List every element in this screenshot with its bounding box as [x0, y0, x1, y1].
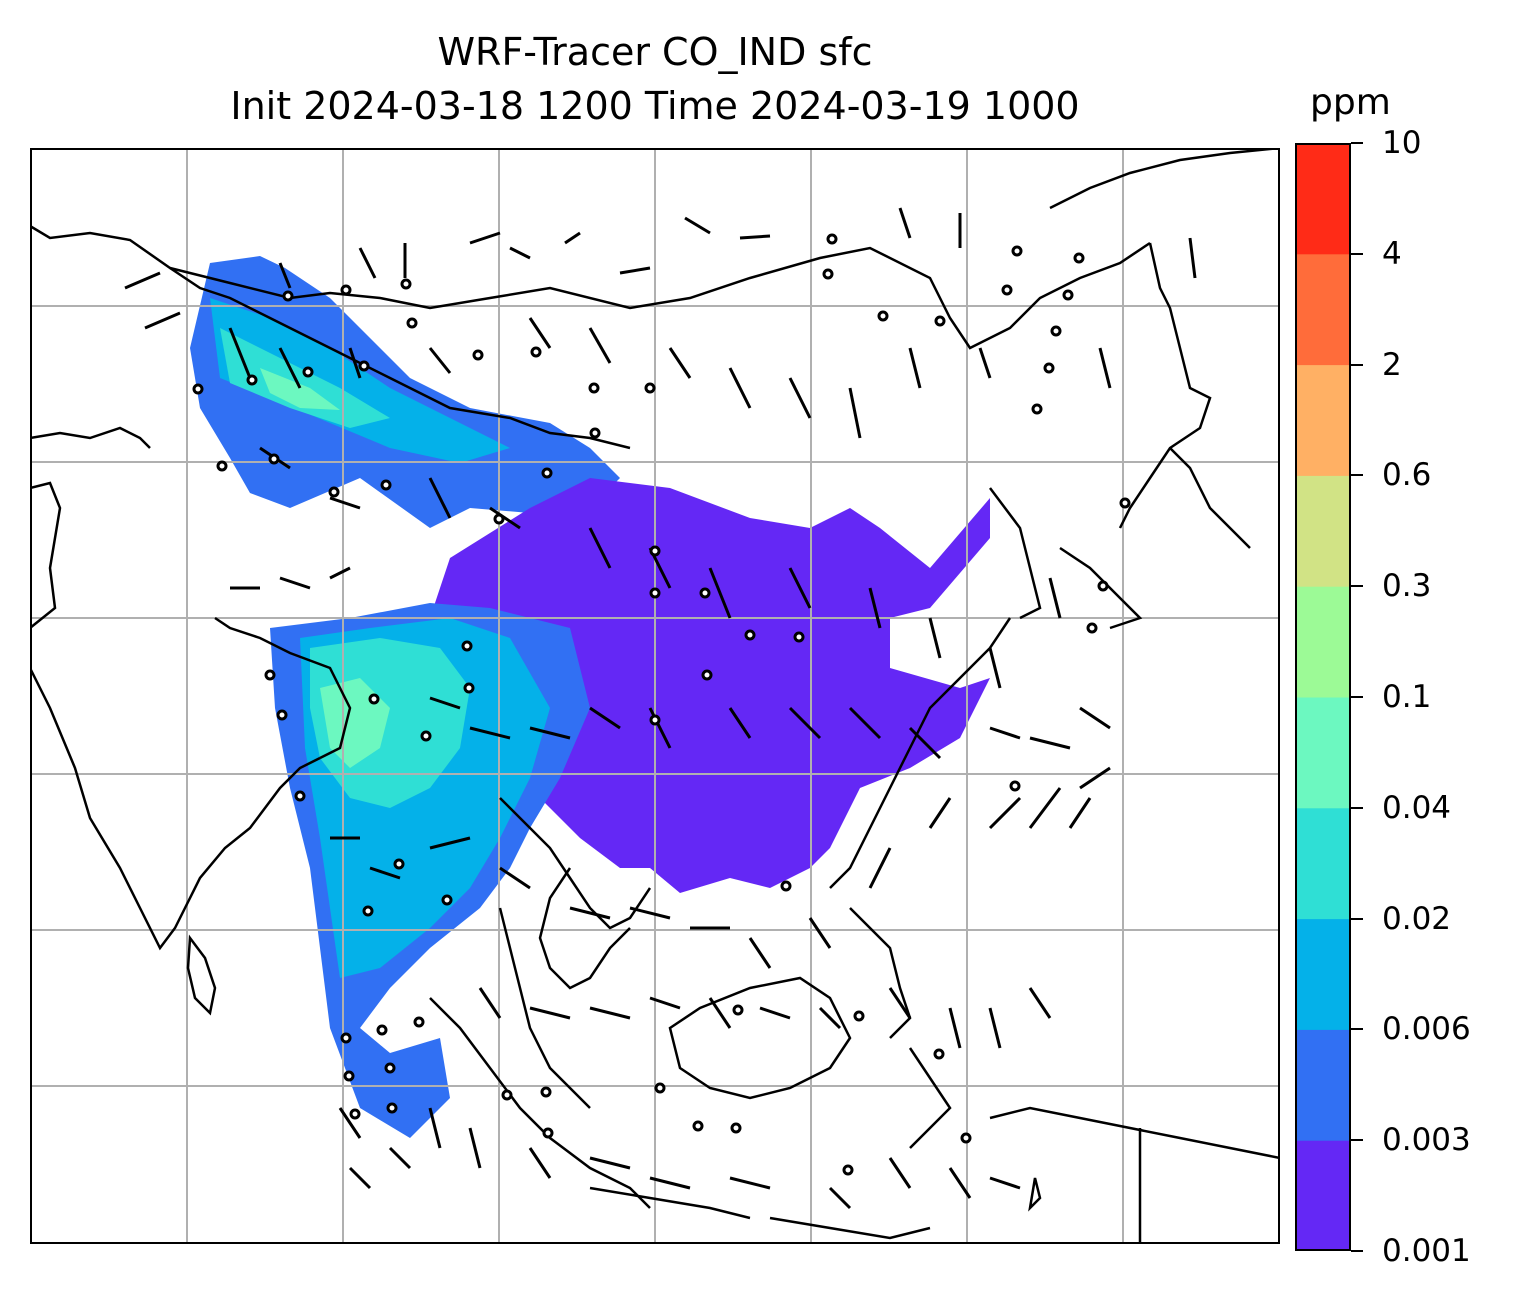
- colorbar-tick-label: 0.003: [1382, 1122, 1471, 1159]
- colorbar-segment: [1295, 475, 1351, 587]
- colorbar-tick-label: 0.001: [1382, 1233, 1471, 1269]
- colorbar-tick-label: 0.3: [1382, 568, 1432, 605]
- colorbar-tick: [1351, 1028, 1363, 1031]
- colorbar-unit: ppm: [1310, 82, 1391, 123]
- colorbar-tick: [1351, 474, 1363, 477]
- chart-title: WRF-Tracer CO_IND sfc: [437, 30, 873, 74]
- colorbar-tick: [1351, 917, 1363, 920]
- colorbar-tick: [1351, 252, 1363, 255]
- colorbar-segment: [1295, 1140, 1351, 1251]
- colorbar-segment: [1295, 586, 1351, 698]
- colorbar-tick: [1351, 363, 1363, 366]
- colorbar-tick: [1351, 1139, 1363, 1142]
- colorbar-tick-label: 0.6: [1382, 457, 1432, 494]
- colorbar-tick-label: 0.1: [1382, 679, 1432, 715]
- colorbar-tick-label: 4: [1382, 235, 1402, 272]
- colorbar-tick: [1351, 806, 1363, 809]
- coastlines: [30, 148, 1280, 1244]
- colorbar-tick-label: 2: [1382, 346, 1402, 383]
- colorbar-tick-label: 0.006: [1382, 1011, 1471, 1048]
- colorbar-tick: [1351, 142, 1363, 144]
- colorbar-tick-label: 10: [1382, 125, 1422, 161]
- colorbar-tick: [1351, 696, 1363, 698]
- map-panel: [30, 148, 1280, 1244]
- colorbar-tick: [1351, 585, 1363, 588]
- colorbar-tick: [1351, 1250, 1363, 1252]
- colorbar-segment: [1295, 1029, 1351, 1141]
- colorbar-segment: [1295, 253, 1351, 366]
- colorbar-tick-label: 0.04: [1382, 789, 1452, 826]
- colorbar-segment: [1295, 918, 1351, 1030]
- colorbar-segment: [1295, 364, 1351, 476]
- colorbar-tick-label: 0.02: [1382, 900, 1452, 937]
- plume-north: [190, 256, 620, 528]
- wind-barbs: [124, 207, 1197, 1210]
- calm-circles: [192, 233, 1131, 1176]
- colorbar-segment: [1295, 143, 1351, 255]
- chart-subtitle: Init 2024-03-18 1200 Time 2024-03-19 100…: [230, 84, 1080, 128]
- colorbar: [1295, 143, 1351, 1251]
- colorbar-segment: [1295, 807, 1351, 920]
- plume-central: [430, 478, 990, 893]
- colorbar-segment: [1295, 697, 1351, 809]
